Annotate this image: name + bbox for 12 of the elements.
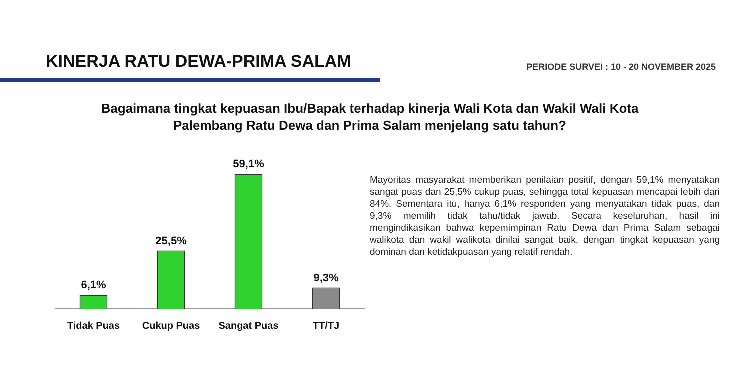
chart-subtitle: Bagaimana tingkat kepuasan Ibu/Bapak terhadap kinerja Wali Kota dan Wakil Wali Kota Palembang Ratu Dewa dan Prima Salam menjelang satu tahun? bbox=[100, 100, 640, 134]
chart-title: KINERJA RATU DEWA-PRIMA SALAM bbox=[46, 52, 352, 72]
x-tick-label: Tidak Puas bbox=[67, 320, 120, 332]
data-label: 25,5% bbox=[156, 235, 188, 248]
x-tick-label: Cukup Puas bbox=[142, 320, 201, 332]
data-label: 59,1% bbox=[233, 158, 265, 171]
x-tick-label: TT/TJ bbox=[312, 320, 340, 332]
x-tick-label: Sangat Puas bbox=[218, 320, 280, 332]
data-label: 9,3% bbox=[314, 272, 339, 284]
text: PERIODE SURVEI : 10 - 20 NOVEMBER 2025 bbox=[526, 62, 716, 72]
text: Mayoritas masyarakat memberikan penilaian positif, dengan 59,1% menyatakan sangat puas dan 25,5% cukup puas, sehingga total kepuasan mencapai lebih dari 84%. Sementara itu, hanya 6,1% responden yang menyatakan tidak puas, dan 9,3% memilih tidak tahu/tidak jawab. Secara keseluruhan, hasil ini mengindikasikan bahwa kepemimpinan Ratu Dewa dan Prima Salam sebagai walikota dan wakil walikota dinilai sangat baik, dengan tingkat kepuasan yang dominan dan ketidakpuasan yang relatif rendah. bbox=[370, 175, 720, 259]
data-label: 6,1% bbox=[81, 280, 106, 292]
